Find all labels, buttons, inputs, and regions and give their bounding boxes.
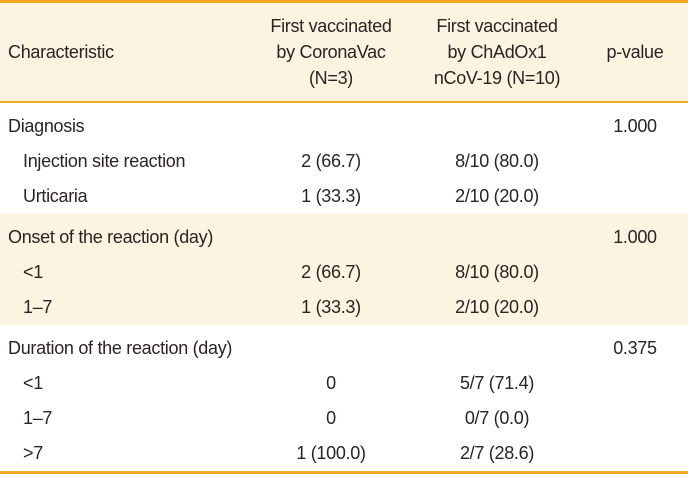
cell-coronavac: 0	[326, 408, 336, 428]
cell-chadox	[412, 325, 582, 366]
row-label: Injection site reaction	[23, 151, 186, 171]
cell-coronavac: 1 (33.3)	[250, 290, 412, 325]
cell-pvalue	[582, 255, 688, 290]
row-label: Diagnosis	[8, 116, 85, 136]
cell-pvalue	[582, 366, 688, 401]
cell-pvalue: 1.000	[613, 116, 657, 136]
header-row: Characteristic First vaccinated by Coron…	[0, 1, 688, 103]
cell-coronavac: 1 (33.3)	[301, 186, 361, 206]
header-line: nCoV-19 (N=10)	[433, 68, 561, 88]
col-header-pvalue: p-value	[582, 1, 688, 103]
row-label: 1–7	[23, 408, 53, 428]
table-row: Urticaria 1 (33.3) 2/10 (20.0)	[0, 179, 688, 214]
row-label: 1–7	[0, 290, 250, 325]
table-row: 1–7 0 0/7 (0.0)	[0, 401, 688, 436]
cell-chadox: 0/7 (0.0)	[464, 408, 530, 428]
row-label: Duration of the reaction (day)	[8, 338, 233, 358]
table-row: >7 1 (100.0) 2/7 (28.6)	[0, 436, 688, 473]
cell-chadox: 2/10 (20.0)	[455, 186, 539, 206]
cell-pvalue: 0.375	[613, 338, 657, 358]
header-line: First vaccinated	[270, 16, 392, 36]
col-header-chadox: First vaccinated by ChAdOx1 nCoV-19 (N=1…	[412, 1, 582, 103]
cell-coronavac: 1 (100.0)	[296, 443, 366, 463]
cell-chadox	[412, 102, 582, 144]
cell-chadox: 8/10 (80.0)	[455, 151, 539, 171]
row-label: <1	[23, 373, 43, 393]
header-line: (N=3)	[308, 68, 353, 88]
cell-coronavac	[250, 102, 412, 144]
cell-coronavac: 2 (66.7)	[301, 151, 361, 171]
cell-pvalue	[582, 290, 688, 325]
cell-pvalue	[582, 436, 688, 473]
cell-pvalue: 1.000	[582, 214, 688, 255]
row-label: >7	[23, 443, 43, 463]
cell-coronavac: 2 (66.7)	[250, 255, 412, 290]
cell-chadox: 2/10 (20.0)	[412, 290, 582, 325]
row-label: Urticaria	[23, 186, 88, 206]
cell-pvalue	[582, 144, 688, 179]
cell-chadox: 8/10 (80.0)	[412, 255, 582, 290]
table-row: <1 2 (66.7) 8/10 (80.0)	[0, 255, 688, 290]
cell-pvalue	[582, 401, 688, 436]
cell-chadox: 2/7 (28.6)	[459, 443, 535, 463]
cell-coronavac	[250, 325, 412, 366]
cell-coronavac: 0	[326, 373, 336, 393]
table-row: Onset of the reaction (day) 1.000	[0, 214, 688, 255]
col-header-coronavac: First vaccinated by CoronaVac (N=3)	[250, 1, 412, 103]
header-line: First vaccinated	[436, 16, 558, 36]
cell-coronavac	[250, 214, 412, 255]
table-row: Diagnosis 1.000	[0, 102, 688, 144]
col-header-characteristic: Characteristic	[0, 1, 250, 103]
table-row: Injection site reaction 2 (66.7) 8/10 (8…	[0, 144, 688, 179]
cell-chadox	[412, 214, 582, 255]
header-line: by CoronaVac	[276, 42, 386, 62]
table-row: 1–7 1 (33.3) 2/10 (20.0)	[0, 290, 688, 325]
row-label: Onset of the reaction (day)	[0, 214, 250, 255]
header-line: by ChAdOx1	[447, 42, 547, 62]
cell-pvalue	[582, 179, 688, 214]
row-label: <1	[0, 255, 250, 290]
table-row: Duration of the reaction (day) 0.375	[0, 325, 688, 366]
cell-chadox: 5/7 (71.4)	[459, 373, 535, 393]
table-row: <1 0 5/7 (71.4)	[0, 366, 688, 401]
